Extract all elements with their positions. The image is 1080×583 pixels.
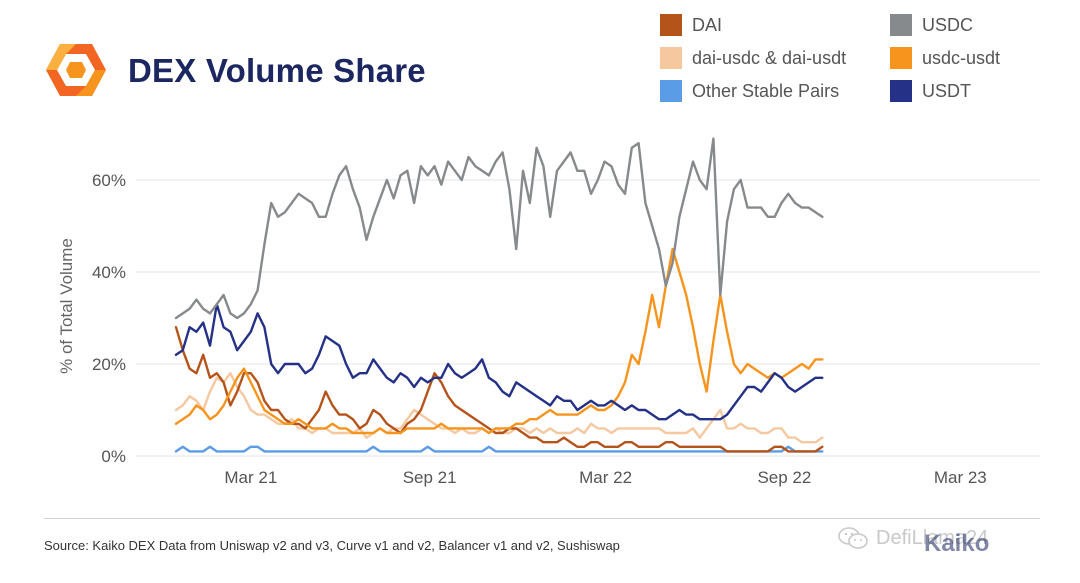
y-axis-label: % of Total Volume [57, 238, 76, 374]
y-tick-label: 0% [101, 447, 126, 466]
legend-item-usdt: USDT [890, 78, 971, 104]
legend-label: DAI [692, 14, 723, 35]
legend-label: dai-usdc & dai-usdt [692, 47, 847, 68]
footer-divider [44, 518, 1040, 519]
series-lines [174, 137, 824, 453]
chart-legend: DAI USDC dai-usdc & dai-usdt usdc-usdt O… [660, 10, 1080, 110]
legend-swatch [890, 80, 912, 102]
chart-title: DEX Volume Share [128, 52, 426, 89]
legend-label: USDC [922, 14, 974, 35]
series-line-usdc-usdt [174, 247, 824, 435]
legend-label: USDT [922, 80, 971, 101]
y-tick-label: 60% [92, 171, 126, 190]
y-tick-label: 20% [92, 355, 126, 374]
legend-item-usdc-usdt: usdc-usdt [890, 45, 1000, 71]
legend-swatch [890, 47, 912, 69]
x-tick-label: Sep 21 [403, 468, 457, 487]
legend-item-usdc: USDC [890, 12, 973, 38]
x-axis-ticks: Mar 21 Sep 21 Mar 22 Sep 22 Mar 23 [224, 468, 986, 487]
series-line-dai [174, 325, 824, 453]
x-tick-label: Sep 22 [757, 468, 811, 487]
legend-label: Other Stable Pairs [692, 80, 840, 101]
source-note: Source: Kaiko DEX Data from Uniswap v2 a… [44, 538, 620, 553]
kaiko-logo-icon [46, 44, 106, 96]
brand-wordmark: Kaiko [924, 530, 990, 557]
series-line-usdt [174, 302, 824, 421]
legend-swatch [660, 80, 682, 102]
legend-swatch [890, 14, 912, 36]
watermark: DefiLlama24 [838, 526, 988, 550]
x-tick-label: Mar 23 [934, 468, 987, 487]
watermark-text: DefiLlama24 [876, 526, 989, 549]
line-chart: % of Total Volume 0% 20% 40% 60% Mar 21 Sep … [57, 137, 1040, 487]
legend-swatch [660, 47, 682, 69]
y-axis-ticks: 0% 20% 40% 60% [92, 171, 126, 466]
series-line-usdc [174, 137, 824, 320]
legend-swatch [660, 14, 682, 36]
series-line-other-stable-pairs [174, 445, 824, 453]
legend-item-dai-usdc-dai-usdt: dai-usdc & dai-usdt [660, 45, 846, 71]
wechat-icon [838, 527, 868, 549]
legend-label: usdc-usdt [922, 47, 1001, 68]
x-tick-label: Mar 21 [224, 468, 277, 487]
legend-item-other-stable-pairs: Other Stable Pairs [660, 78, 839, 104]
legend-item-dai: DAI [660, 12, 722, 38]
y-tick-label: 40% [92, 263, 126, 282]
x-tick-label: Mar 22 [579, 468, 632, 487]
